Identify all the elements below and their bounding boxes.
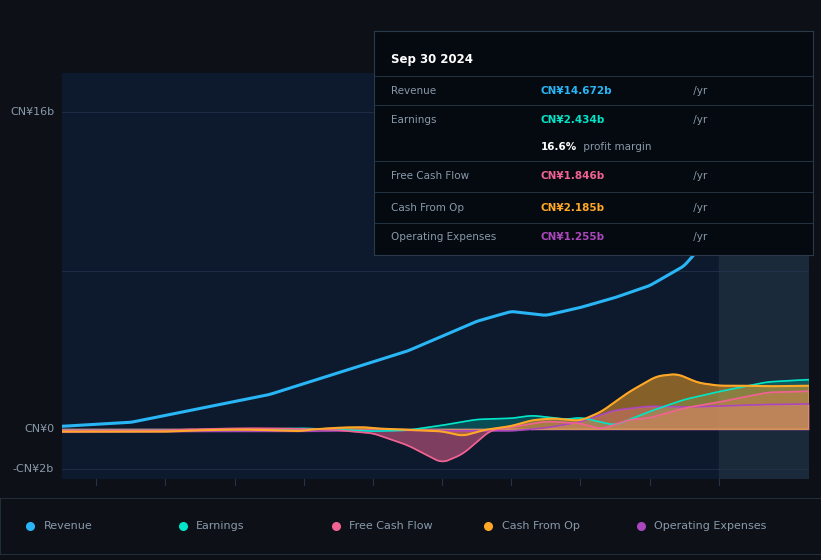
Text: 16.6%: 16.6% [540,142,576,152]
Text: profit margin: profit margin [580,142,652,152]
Text: 2016: 2016 [151,501,180,511]
Text: Earnings: Earnings [391,115,437,125]
Text: /yr: /yr [690,115,707,125]
Text: Sep 30 2024: Sep 30 2024 [391,53,473,67]
Text: 2020: 2020 [428,501,456,511]
Text: CN¥0: CN¥0 [24,424,54,435]
Text: 2022: 2022 [566,501,594,511]
Text: /yr: /yr [690,232,707,242]
Text: Free Cash Flow: Free Cash Flow [391,171,470,181]
Text: Earnings: Earnings [196,521,245,531]
Text: /yr: /yr [690,203,707,213]
Text: /yr: /yr [690,171,707,181]
Text: Revenue: Revenue [44,521,92,531]
Text: CN¥1.255b: CN¥1.255b [540,232,604,242]
Text: 2024: 2024 [704,501,733,511]
Text: 2017: 2017 [220,501,249,511]
Text: Revenue: Revenue [391,86,436,96]
Text: Cash From Op: Cash From Op [502,521,580,531]
Bar [718,73,809,479]
Text: CN¥2.434b: CN¥2.434b [540,115,605,125]
Text: /yr: /yr [690,86,707,96]
Text: 2021: 2021 [497,501,525,511]
Text: Operating Expenses: Operating Expenses [391,232,497,242]
Text: Free Cash Flow: Free Cash Flow [349,521,433,531]
Text: -CN¥2b: -CN¥2b [13,464,54,474]
Text: CN¥1.846b: CN¥1.846b [540,171,605,181]
Text: 2019: 2019 [359,501,387,511]
Text: 2015: 2015 [82,501,110,511]
Text: 2023: 2023 [635,501,663,511]
Text: 2018: 2018 [290,501,318,511]
Text: CN¥16b: CN¥16b [10,108,54,118]
Text: Operating Expenses: Operating Expenses [654,521,767,531]
Text: CN¥2.185b: CN¥2.185b [540,203,604,213]
Text: Cash From Op: Cash From Op [391,203,464,213]
Text: CN¥14.672b: CN¥14.672b [540,86,612,96]
